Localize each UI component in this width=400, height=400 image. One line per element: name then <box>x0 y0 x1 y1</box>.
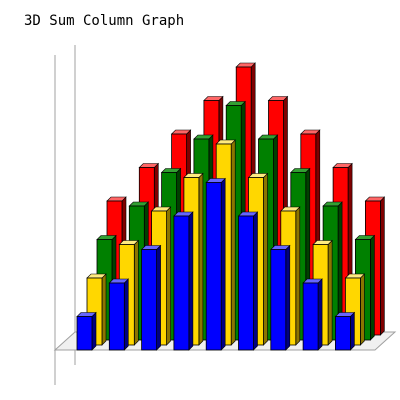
bar-s1-c9 <box>334 311 356 351</box>
bar-side <box>134 239 139 346</box>
bar-side <box>360 273 365 346</box>
bar-front <box>270 249 287 351</box>
bar-side <box>198 172 204 346</box>
bar-s1-c5 <box>205 177 226 351</box>
bar-s1-c7 <box>270 244 291 351</box>
bar-front <box>334 316 351 351</box>
bar-side <box>370 234 375 341</box>
bar-front <box>173 215 190 351</box>
bar-side <box>380 196 385 336</box>
bar-s1-c1 <box>76 311 97 351</box>
bar-side <box>253 211 258 351</box>
chart-title: 3D Sum Column Graph <box>24 13 185 29</box>
bar-side <box>166 206 171 346</box>
bar-front <box>238 215 254 351</box>
bar-side <box>317 278 323 351</box>
bar-front <box>205 182 222 351</box>
bar-side <box>188 211 194 351</box>
bar-side <box>101 273 107 346</box>
bar-side <box>263 172 268 346</box>
chart-axes <box>54 45 76 385</box>
bar-side <box>295 206 301 346</box>
bar-side <box>91 311 97 351</box>
bar-s1-c4 <box>173 211 194 351</box>
bar-s1-c8 <box>302 278 323 351</box>
bar-side <box>327 239 333 346</box>
bar-side <box>350 311 355 351</box>
bar-side <box>124 278 129 351</box>
bar-s1-c2 <box>108 278 130 351</box>
bar-s1-c3 <box>140 244 162 351</box>
bar-front <box>76 316 93 351</box>
bar-side <box>230 139 236 346</box>
bar-s1-c6 <box>237 211 259 351</box>
bar-side <box>220 177 226 351</box>
bar-front <box>141 249 158 351</box>
chart-bars <box>76 62 386 351</box>
bar-front <box>302 282 319 351</box>
bar-side <box>156 244 161 351</box>
bar-side <box>285 244 291 351</box>
bar-front <box>108 282 125 351</box>
